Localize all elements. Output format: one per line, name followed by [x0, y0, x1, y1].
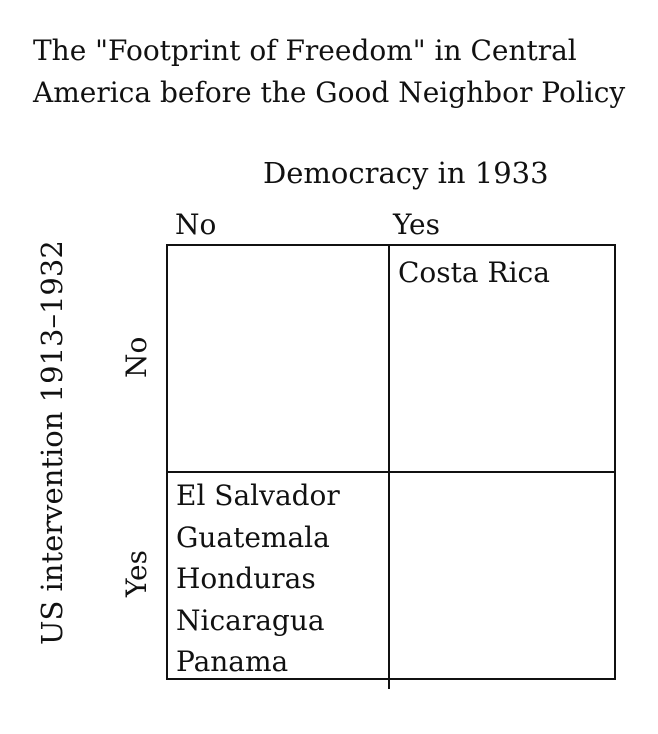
- row-axis-label: US intervention 1913–1932: [35, 240, 69, 645]
- country-label: Guatemala: [176, 520, 330, 554]
- cell-intervention-no-democracy-yes: Costa Rica: [388, 246, 614, 471]
- country-label: Honduras: [176, 562, 316, 595]
- country-label: Costa Rica: [398, 256, 550, 289]
- column-header-no: No: [175, 208, 217, 241]
- cell-intervention-yes-democracy-yes: [388, 471, 614, 689]
- cell-intervention-no-democracy-no: [168, 246, 388, 471]
- cell-intervention-yes-democracy-no: El Salvador Guatemala Honduras Nicaragua Pan…: [168, 471, 388, 689]
- row-header-yes: Yes: [120, 550, 153, 597]
- country-label: El Salvador: [176, 479, 340, 512]
- country-label: Nicaragua: [176, 603, 325, 637]
- column-axis-label: Democracy in 1933: [263, 156, 549, 190]
- diagram-title: The "Footprint of Freedom" in Central Am…: [33, 30, 633, 114]
- title-line-2: America before the Good Neighbor Policy: [33, 76, 626, 109]
- row-header-no: No: [120, 336, 153, 378]
- country-label: Panama: [176, 645, 289, 678]
- column-header-yes: Yes: [393, 208, 440, 241]
- title-line-1: The "Footprint of Freedom" in Central: [33, 34, 577, 67]
- matrix-grid: Costa Rica El Salvador Guatemala Honduras N…: [166, 244, 616, 689]
